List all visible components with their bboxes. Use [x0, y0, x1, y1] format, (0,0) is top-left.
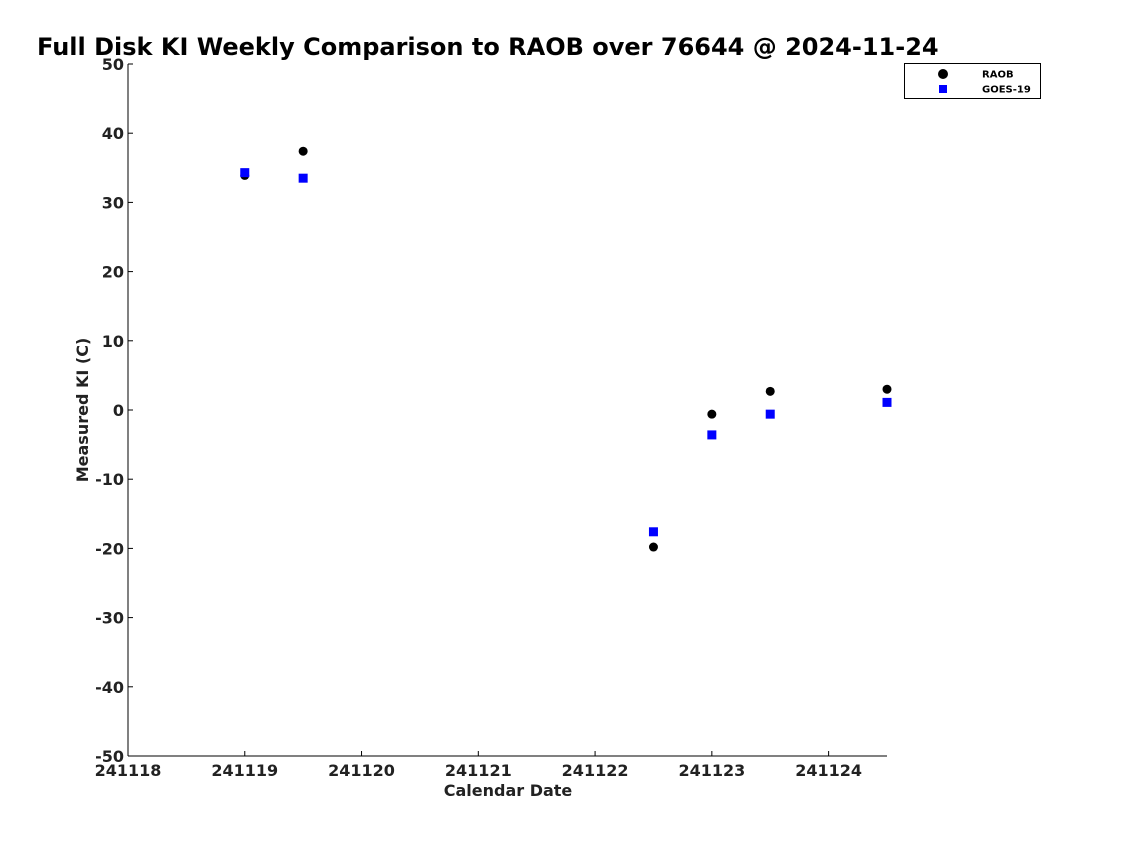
legend-label: RAOB — [982, 70, 1014, 81]
y-tick-label: 20 — [102, 263, 124, 282]
x-axis-ticks: 241118 241119 241120 241121 241122 241123 2411… — [95, 751, 862, 780]
legend-marker-raob — [938, 69, 948, 79]
x-tick-label: 241122 — [562, 761, 629, 780]
x-axis-label: Calendar Date — [444, 781, 573, 800]
goes-19-point — [240, 168, 250, 178]
legend: RAOB GOES-19 — [904, 63, 1041, 99]
y-tick-label: 50 — [102, 55, 124, 74]
x-tick-label: 241118 — [95, 761, 162, 780]
raob-point — [707, 409, 717, 419]
goes-19-point — [648, 527, 658, 537]
y-tick-label: 30 — [102, 193, 124, 212]
chart-title: Full Disk KI Weekly Comparison to RAOB o… — [37, 33, 939, 61]
x-tick-label: 241120 — [328, 761, 395, 780]
raob-point — [882, 384, 892, 394]
legend-box — [904, 63, 1041, 99]
x-tick-label: 241119 — [211, 761, 278, 780]
raob-point — [298, 146, 308, 156]
data-points — [240, 146, 892, 552]
y-tick-label: -30 — [95, 609, 124, 628]
y-tick-label: 10 — [102, 332, 124, 351]
goes-19-point — [298, 173, 308, 183]
y-tick-label: 0 — [113, 401, 124, 420]
y-tick-label: -20 — [95, 539, 124, 558]
raob-point — [648, 542, 658, 552]
legend-marker-goes-19 — [939, 85, 947, 93]
y-tick-label: -40 — [95, 678, 124, 697]
x-tick-label: 241123 — [678, 761, 745, 780]
y-axis-ticks: 50 40 30 20 10 0 -10 -20 -30 -40 -50 — [95, 55, 133, 766]
x-tick-label: 241121 — [445, 761, 512, 780]
y-axis-label: Measured KI (C) — [73, 338, 92, 483]
y-tick-label: -10 — [95, 470, 124, 489]
legend-label: GOES-19 — [982, 85, 1031, 96]
y-tick-label: -50 — [95, 747, 124, 766]
x-tick-label: 241124 — [795, 761, 862, 780]
goes-19-point — [765, 409, 775, 419]
y-tick-label: 40 — [102, 124, 124, 143]
goes-19-point — [707, 430, 717, 440]
goes-19-point — [882, 397, 892, 407]
raob-point — [765, 386, 775, 396]
